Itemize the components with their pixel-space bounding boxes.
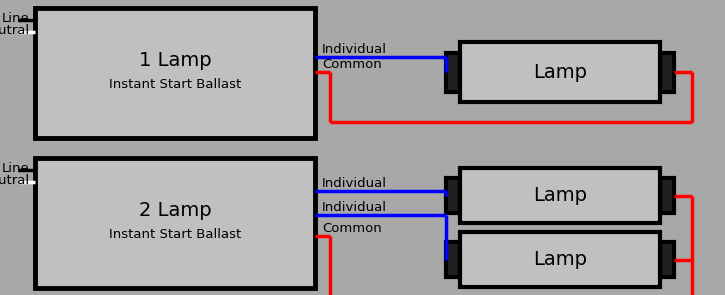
Text: Lamp: Lamp <box>533 186 587 205</box>
Bar <box>35 8 315 138</box>
Text: Instant Start Ballast: Instant Start Ballast <box>109 78 241 91</box>
Bar <box>446 178 460 213</box>
Bar <box>446 242 460 277</box>
Text: Instant Start Ballast: Instant Start Ballast <box>109 229 241 242</box>
Text: Common: Common <box>322 58 382 71</box>
Text: Neutral: Neutral <box>0 24 30 37</box>
Text: Individual: Individual <box>322 177 387 190</box>
Bar <box>460 42 660 102</box>
Text: Common: Common <box>322 222 382 235</box>
Text: Lamp: Lamp <box>533 63 587 81</box>
Text: Lamp: Lamp <box>533 250 587 269</box>
Text: Line: Line <box>2 161 30 175</box>
Text: Neutral: Neutral <box>0 173 30 186</box>
Bar <box>660 53 674 91</box>
Bar <box>35 158 315 288</box>
Bar <box>446 53 460 91</box>
Text: Line: Line <box>2 12 30 24</box>
Bar <box>460 168 660 223</box>
Bar <box>460 232 660 287</box>
Text: Individual: Individual <box>322 43 387 56</box>
Bar <box>660 242 674 277</box>
Bar <box>660 178 674 213</box>
Text: 1 Lamp: 1 Lamp <box>138 52 211 71</box>
Text: Individual: Individual <box>322 201 387 214</box>
Text: 2 Lamp: 2 Lamp <box>138 201 211 220</box>
